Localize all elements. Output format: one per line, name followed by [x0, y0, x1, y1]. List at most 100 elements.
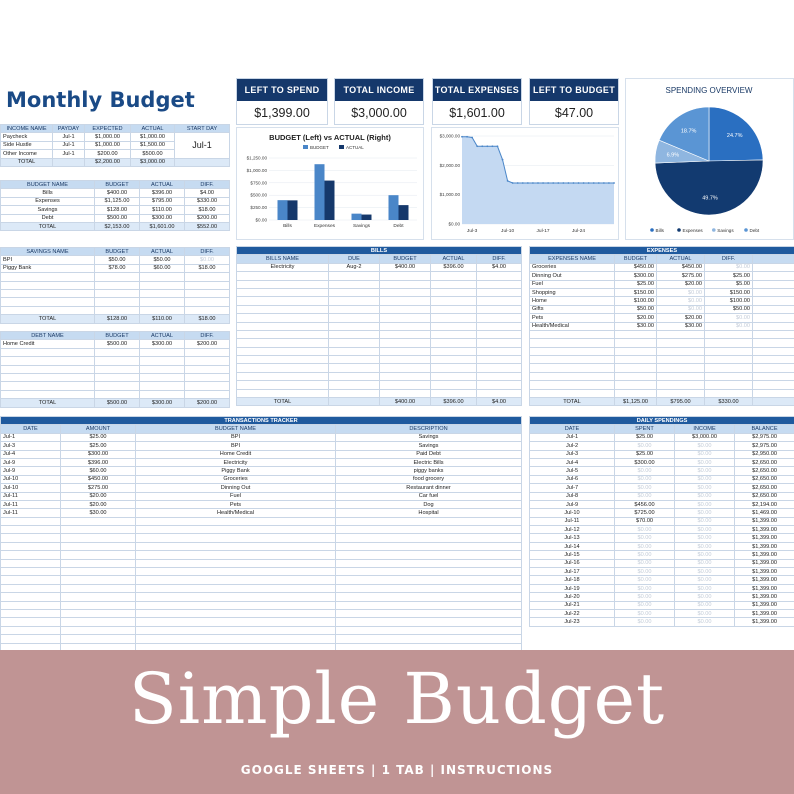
- cell[interactable]: $1,500.00: [130, 140, 175, 151]
- cell[interactable]: $500.00: [94, 339, 140, 349]
- cell[interactable]: $30.00: [614, 321, 657, 331]
- cell[interactable]: Jul-1: [52, 140, 85, 151]
- cell[interactable]: Side Hustle: [0, 140, 53, 151]
- cell[interactable]: Jul-1: [52, 149, 85, 159]
- cell[interactable]: $0.00: [656, 296, 705, 306]
- cell[interactable]: Dinning Out: [529, 271, 615, 281]
- empty-row[interactable]: [0, 634, 523, 644]
- cell[interactable]: Other Income: [0, 149, 53, 159]
- cell[interactable]: Home Credit: [0, 339, 95, 349]
- empty-row[interactable]: [236, 388, 522, 399]
- cell[interactable]: Paid Debt: [334, 449, 523, 459]
- cell[interactable]: $300.00: [139, 339, 185, 349]
- cell[interactable]: $300.00: [60, 449, 136, 459]
- empty-row[interactable]: [236, 363, 522, 373]
- empty-row[interactable]: [0, 280, 230, 290]
- empty-row[interactable]: [529, 329, 794, 340]
- cell[interactable]: Jul-9: [0, 466, 61, 476]
- cell[interactable]: Piggy Bank: [0, 263, 95, 274]
- empty-row[interactable]: [529, 363, 794, 373]
- cell[interactable]: Pets: [529, 313, 615, 323]
- cell[interactable]: Jul-4: [0, 449, 61, 459]
- cell[interactable]: $20.00: [656, 279, 705, 289]
- cell[interactable]: $200.00: [84, 149, 131, 159]
- cell[interactable]: Savings: [334, 441, 523, 451]
- empty-row[interactable]: [529, 371, 794, 382]
- cell[interactable]: piggy banks: [334, 466, 523, 476]
- cell[interactable]: BPI: [135, 441, 336, 451]
- empty-row[interactable]: [0, 372, 230, 383]
- cell[interactable]: Home: [529, 296, 615, 306]
- cell[interactable]: Dog: [334, 499, 523, 510]
- cell[interactable]: $100.00: [614, 296, 657, 306]
- empty-row[interactable]: [529, 388, 794, 399]
- cell[interactable]: $1,000.00: [84, 132, 131, 142]
- empty-row[interactable]: [236, 304, 522, 315]
- cell[interactable]: Savings: [334, 432, 523, 443]
- cell[interactable]: $0.00: [656, 287, 705, 298]
- cell[interactable]: $0.00: [656, 304, 705, 315]
- cell[interactable]: $20.00: [656, 313, 705, 323]
- empty-row[interactable]: [0, 583, 523, 594]
- cell[interactable]: $25.00: [614, 279, 657, 289]
- cell[interactable]: Groceries: [135, 474, 336, 485]
- cell[interactable]: Shopping: [529, 287, 615, 298]
- cell[interactable]: $450.00: [60, 474, 136, 485]
- cell[interactable]: BPI: [0, 255, 95, 265]
- empty-row[interactable]: [0, 288, 230, 299]
- cell[interactable]: $20.00: [60, 499, 136, 510]
- empty-row[interactable]: [0, 525, 523, 535]
- cell[interactable]: $150.00: [614, 287, 657, 298]
- empty-row[interactable]: [0, 381, 230, 391]
- empty-row[interactable]: [236, 279, 522, 289]
- empty-row[interactable]: [236, 371, 522, 382]
- cell[interactable]: Jul-11: [0, 491, 61, 501]
- cell[interactable]: $396.00: [430, 262, 477, 273]
- cell[interactable]: Health/Medical: [529, 321, 615, 331]
- cell[interactable]: Electric Bills: [334, 457, 523, 468]
- empty-row[interactable]: [529, 338, 794, 348]
- empty-row[interactable]: [0, 364, 230, 374]
- empty-row[interactable]: [0, 575, 523, 585]
- empty-row[interactable]: [0, 305, 230, 316]
- cell[interactable]: $500.00: [130, 149, 175, 159]
- cell[interactable]: Fuel: [529, 279, 615, 289]
- cell[interactable]: Jul-3: [0, 441, 61, 451]
- empty-row[interactable]: [236, 271, 522, 281]
- cell[interactable]: $275.00: [656, 271, 705, 281]
- empty-row[interactable]: [0, 541, 523, 552]
- cell[interactable]: Health/Medical: [135, 508, 336, 518]
- cell[interactable]: Gifts: [529, 304, 615, 315]
- empty-row[interactable]: [236, 380, 522, 390]
- cell[interactable]: Jul-1: [52, 132, 85, 142]
- empty-row[interactable]: [236, 355, 522, 365]
- empty-row[interactable]: [236, 321, 522, 331]
- start-day-cell[interactable]: Jul-1: [174, 132, 230, 159]
- empty-row[interactable]: [0, 567, 523, 577]
- empty-row[interactable]: [0, 558, 523, 569]
- cell[interactable]: $30.00: [656, 321, 705, 331]
- empty-row[interactable]: [0, 516, 523, 527]
- cell[interactable]: $20.00: [60, 491, 136, 501]
- cell[interactable]: $78.00: [94, 263, 140, 274]
- cell[interactable]: $1,000.00: [84, 140, 131, 151]
- cell[interactable]: $396.00: [60, 457, 136, 468]
- cell[interactable]: $50.00: [94, 255, 140, 265]
- empty-row[interactable]: [236, 346, 522, 357]
- empty-row[interactable]: [529, 346, 794, 357]
- empty-row[interactable]: [529, 355, 794, 365]
- cell[interactable]: Aug-2: [328, 262, 380, 273]
- cell[interactable]: $450.00: [656, 262, 705, 273]
- cell[interactable]: Electricity: [135, 457, 336, 468]
- cell[interactable]: $400.00: [379, 262, 431, 273]
- cell[interactable]: Dinning Out: [135, 483, 336, 493]
- empty-row[interactable]: [0, 608, 523, 619]
- empty-row[interactable]: [0, 297, 230, 307]
- cell[interactable]: $300.00: [614, 271, 657, 281]
- empty-row[interactable]: [529, 380, 794, 390]
- empty-row[interactable]: [0, 550, 523, 560]
- empty-row[interactable]: [236, 296, 522, 306]
- cell[interactable]: Piggy Bank: [135, 466, 336, 476]
- empty-row[interactable]: [0, 272, 230, 282]
- empty-row[interactable]: [236, 313, 522, 323]
